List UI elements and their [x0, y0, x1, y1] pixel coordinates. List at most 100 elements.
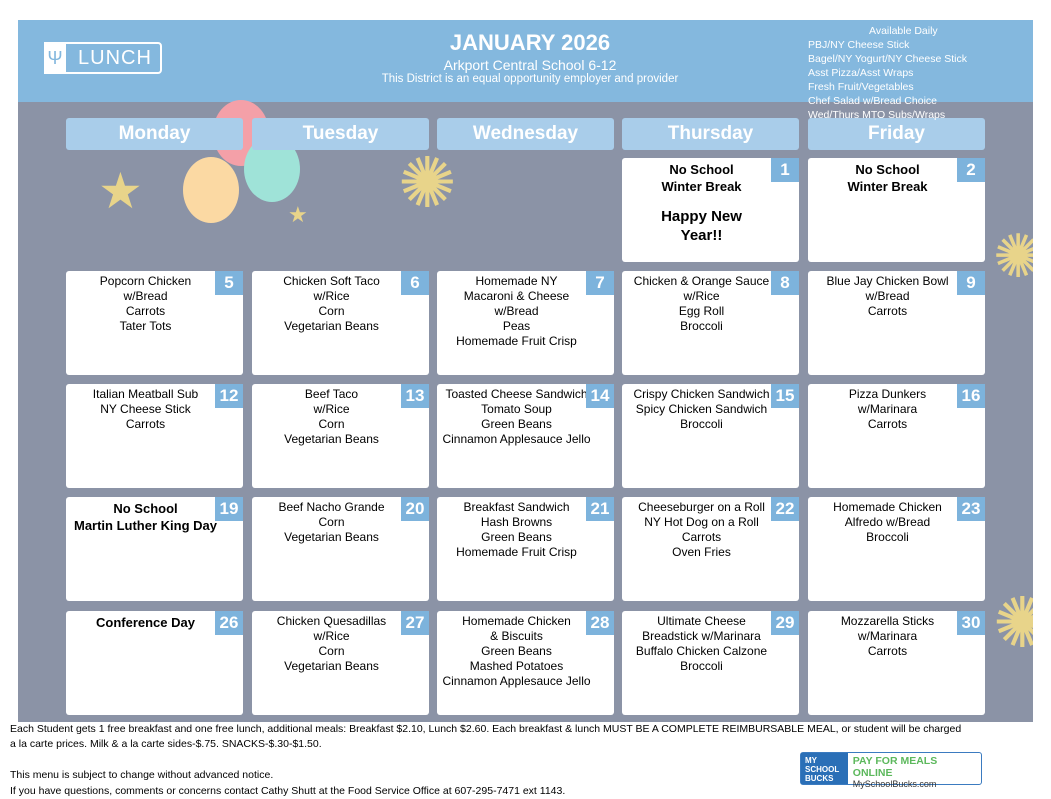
menu-item: Egg Roll	[678, 304, 725, 318]
day-cell: 12 Italian Meatball Sub NY Cheese Stick Car…	[66, 384, 243, 488]
menu-item: Green Beans	[481, 530, 552, 544]
date-badge: 27	[401, 611, 429, 635]
menu-item: Mozzarella Sticks	[840, 614, 935, 628]
date-badge: 19	[215, 497, 243, 521]
day-cell: 8 Chicken & Orange Sauce w/Rice Egg Roll Bro…	[622, 271, 799, 375]
date-badge: 1	[771, 158, 799, 182]
date-badge: 30	[957, 611, 985, 635]
holiday-note: Happy New Year!!	[661, 208, 742, 244]
menu-item: w/Marinara	[857, 402, 918, 416]
menu-item: Corn	[318, 515, 345, 529]
day-cell: 21 Breakfast Sandwich Hash Browns Green Bea…	[437, 497, 614, 601]
day-cell: 29 Ultimate Cheese Breadstick w/Marinara Bu…	[622, 611, 799, 715]
myschoolbucks-link[interactable]: MY SCHOOL BUCKS PAY FOR MEALS ONLINE MySc…	[800, 752, 982, 789]
menu-item: Tomato Soup	[481, 402, 552, 416]
menu-item: NY Cheese Stick	[100, 402, 191, 416]
menu-item: Homemade Fruit Crisp	[456, 334, 577, 348]
site-label: MySchoolBucks.com	[852, 779, 937, 789]
pricing-note: Each Student gets 1 free breakfast and o…	[10, 723, 962, 735]
menu-item: w/Rice	[313, 402, 350, 416]
menu-item: No School	[855, 162, 920, 177]
date-badge: 5	[215, 271, 243, 295]
menu-item: Pizza Dunkers	[848, 387, 927, 401]
day-cell: 9 Blue Jay Chicken Bowl w/Bread Carrots	[808, 271, 985, 375]
pay-online-label: PAY FOR MEALS ONLINE	[852, 755, 938, 779]
menu-item: Beef Taco	[304, 387, 359, 401]
day-cell: 7 Homemade NY Macaroni & Cheese w/Bread Peas…	[437, 271, 614, 375]
menu-item: w/Bread	[494, 304, 539, 318]
menu-item: Broccoli	[680, 319, 723, 333]
menu-item: Green Beans	[481, 417, 552, 431]
menu-item: Peas	[502, 319, 531, 333]
day-cell: 15 Crispy Chicken Sandwich Spicy Chicken S…	[622, 384, 799, 488]
date-badge: 9	[957, 271, 985, 295]
menu-item: Corn	[318, 304, 345, 318]
menu-item: Oven Fries	[672, 545, 731, 559]
menu-item: Homemade Chicken	[833, 500, 942, 514]
menu-item: Carrots	[867, 304, 908, 318]
fork-icon: Ψ	[44, 42, 66, 74]
date-badge: 15	[771, 384, 799, 408]
balloon-icon	[183, 157, 239, 223]
firework-decoration: ✺	[398, 144, 457, 222]
school-name: Arkport Central School 6-12	[443, 57, 617, 73]
day-cell: 19 No School Martin Luther King Day	[66, 497, 243, 601]
day-cell: 13 Beef Taco w/Rice Corn Vegetarian Beans	[252, 384, 429, 488]
day-cell: 23 Homemade Chicken Alfredo w/Bread Broccol…	[808, 497, 985, 601]
daily-item: Wed/Thurs MTO Subs/Wraps	[808, 109, 946, 121]
menu-item: Carrots	[125, 417, 166, 431]
date-badge: 8	[771, 271, 799, 295]
day-cell: 26 Conference Day	[66, 611, 243, 715]
menu-item: Hash Browns	[480, 515, 553, 529]
menu-item: Crispy Chicken Sandwich	[633, 387, 770, 401]
equal-opportunity-note: This District is an equal opportunity em…	[381, 73, 679, 85]
date-badge: 12	[215, 384, 243, 408]
day-cell: 1 No School Winter Break Happy New Year!!	[622, 158, 799, 262]
firework-decoration: ✺	[993, 584, 1033, 662]
menu-item: w/Bread	[865, 289, 910, 303]
menu-item: Homemade NY	[475, 274, 558, 288]
day-cell: 20 Beef Nacho Grande Corn Vegetarian Beans	[252, 497, 429, 601]
header-banner	[18, 20, 1033, 102]
menu-item: Chicken Soft Taco	[283, 274, 380, 288]
menu-item: Chicken Quesadillas	[276, 614, 387, 628]
day-header-monday: Monday	[66, 118, 243, 150]
change-notice: This menu is subject to change without a…	[10, 769, 274, 781]
daily-item: Bagel/NY Yogurt/NY Cheese Stick	[808, 53, 967, 65]
date-badge: 26	[215, 611, 243, 635]
menu-item: Homemade Chicken	[462, 614, 571, 628]
menu-item: Green Beans	[481, 644, 552, 658]
menu-item: NY Hot Dog on a Roll	[644, 515, 759, 529]
menu-item: w/Bread	[123, 289, 168, 303]
daily-item: Chef Salad w/Bread Choice	[808, 95, 937, 107]
menu-item: Vegetarian Beans	[284, 530, 379, 544]
menu-item: Chicken & Orange Sauce	[633, 274, 770, 288]
menu-item: Martin Luther King Day	[73, 518, 217, 533]
menu-item: Cinnamon Applesauce Jello	[442, 674, 591, 688]
menu-item: Winter Break	[661, 179, 742, 194]
menu-item: Toasted Cheese Sandwich	[445, 387, 588, 401]
star-decoration: ★	[288, 202, 308, 227]
menu-item: w/Marinara	[857, 629, 918, 643]
menu-item: Vegetarian Beans	[284, 659, 379, 673]
day-header-thursday: Thursday	[622, 118, 799, 150]
menu-item: Corn	[318, 417, 345, 431]
menu-item: Breakfast Sandwich	[463, 500, 570, 514]
day-cell: 22 Cheeseburger on a Roll NY Hot Dog on a …	[622, 497, 799, 601]
menu-item: Tater Tots	[119, 319, 172, 333]
menu-item: Blue Jay Chicken Bowl	[826, 274, 949, 288]
date-badge: 28	[586, 611, 614, 635]
menu-item: Popcorn Chicken	[99, 274, 192, 288]
menu-item: Cinnamon Applesauce Jello	[442, 432, 591, 446]
day-cell: 14 Toasted Cheese Sandwich Tomato Soup Gree…	[437, 384, 614, 488]
daily-item: Fresh Fruit/Vegetables	[808, 81, 914, 93]
myschoolbucks-logo: MY SCHOOL BUCKS	[801, 753, 848, 784]
contact-info: If you have questions, comments or conce…	[10, 785, 566, 797]
menu-item: No School	[669, 162, 734, 177]
date-badge: 14	[586, 384, 614, 408]
menu-item: & Biscuits	[490, 629, 543, 643]
day-header-friday: Friday	[808, 118, 985, 150]
date-badge: 2	[957, 158, 985, 182]
menu-item: Alfredo w/Bread	[844, 515, 931, 529]
menu-item: Cheeseburger on a Roll	[638, 500, 765, 514]
